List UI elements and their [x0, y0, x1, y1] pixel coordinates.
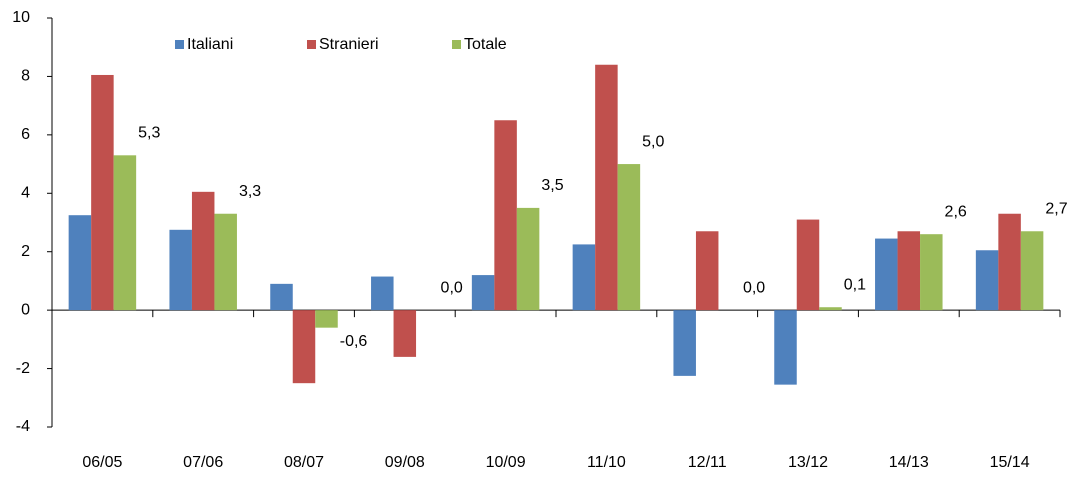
- x-tick-label: 07/06: [183, 454, 223, 471]
- x-tick-label: 11/10: [587, 454, 626, 471]
- y-tick-label: 6: [21, 126, 30, 143]
- bar: [796, 219, 820, 311]
- x-tick-label: 09/08: [385, 454, 425, 471]
- x-tick-label: 13/12: [788, 454, 828, 471]
- data-label: 3,3: [239, 183, 261, 200]
- bar: [214, 213, 237, 311]
- x-tick-label: 12/11: [688, 454, 727, 471]
- data-label: 5,3: [138, 125, 160, 142]
- y-tick-label: 8: [21, 68, 30, 85]
- bar: [516, 207, 540, 311]
- bar: [875, 238, 898, 311]
- bar: [774, 310, 797, 385]
- legend-swatch: [452, 40, 461, 49]
- y-tick-label: -2: [16, 360, 30, 377]
- legend-label: Totale: [464, 36, 507, 53]
- bar: [315, 310, 338, 328]
- bar: [371, 276, 394, 311]
- legend-label: Italiani: [187, 36, 233, 53]
- bar: [270, 283, 293, 311]
- y-tick-label: 10: [12, 9, 30, 26]
- bar: [998, 213, 1021, 311]
- bar: [113, 155, 137, 311]
- data-label: 5,0: [642, 133, 664, 150]
- legend-label: Stranieri: [319, 36, 379, 53]
- bar: [393, 310, 417, 357]
- x-tick-label: 14/13: [889, 454, 929, 471]
- bar: [91, 74, 114, 311]
- x-tick-label: 10/09: [486, 454, 526, 471]
- data-label: 0,0: [441, 279, 463, 296]
- x-tick-label: 06/05: [82, 454, 122, 471]
- y-tick-label: 2: [21, 243, 30, 260]
- data-label: 2,7: [1045, 200, 1067, 217]
- bar: [695, 231, 719, 311]
- x-tick-label: 08/07: [284, 454, 324, 471]
- x-tick-label: 15/14: [990, 454, 1030, 471]
- legend-swatch: [307, 40, 316, 49]
- data-label: -0,6: [340, 333, 368, 350]
- data-label: 0,0: [743, 279, 765, 296]
- y-tick-label: 0: [21, 301, 30, 318]
- data-label: 0,1: [844, 276, 866, 293]
- bar: [975, 250, 999, 311]
- bar: [292, 310, 316, 384]
- bar: [191, 191, 215, 311]
- bar: [673, 310, 696, 376]
- y-tick-label: -4: [16, 418, 30, 435]
- y-tick-label: 4: [21, 185, 30, 202]
- bar: [494, 120, 517, 311]
- bar: [819, 307, 842, 311]
- bar: [169, 229, 192, 311]
- bar: [595, 64, 618, 311]
- bar: [68, 215, 92, 311]
- bar: [572, 244, 596, 311]
- bar: [471, 275, 495, 311]
- bar: [920, 234, 943, 311]
- data-label: 3,5: [541, 177, 563, 194]
- legend-swatch: [175, 40, 184, 49]
- bar: [897, 231, 921, 311]
- bar: [617, 164, 641, 311]
- data-label: 2,6: [945, 203, 967, 220]
- bar: [1020, 231, 1044, 311]
